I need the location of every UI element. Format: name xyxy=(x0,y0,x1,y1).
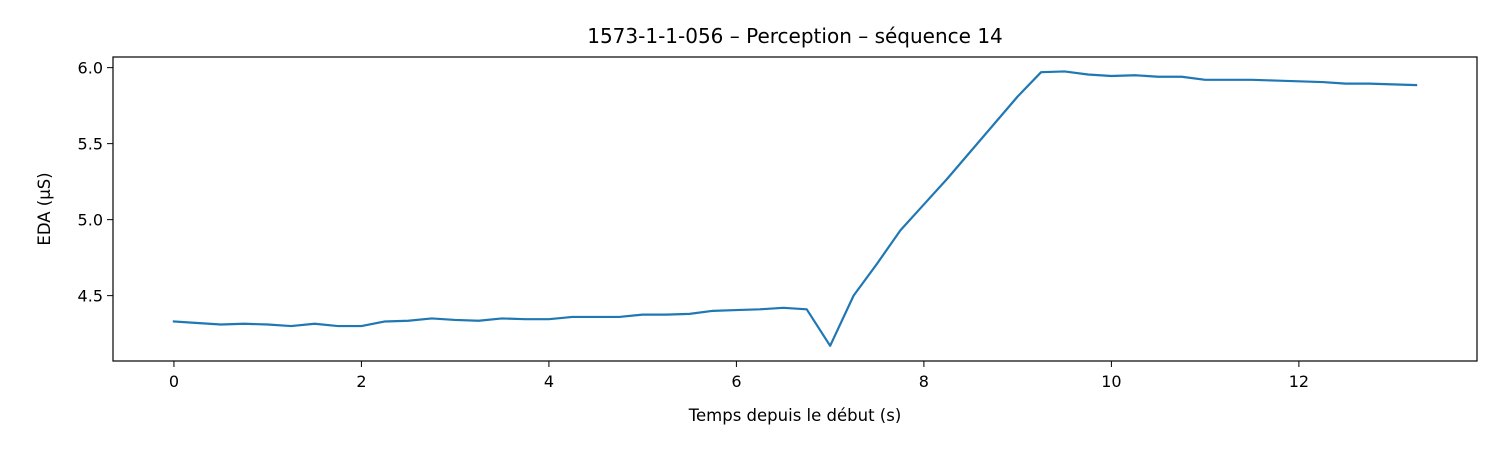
x-tick-label: 12 xyxy=(1289,372,1309,391)
y-tick-label: 6.0 xyxy=(78,59,103,78)
x-tick-label: 6 xyxy=(731,372,741,391)
y-tick-label: 4.5 xyxy=(78,287,103,306)
x-tick-label: 2 xyxy=(356,372,366,391)
plot-area: 0 2 4 6 8 10 12 4.5 5.0 5.5 6.0 xyxy=(78,56,1478,391)
plot-frame xyxy=(112,56,1478,362)
x-axis-title: Temps depuis le début (s) xyxy=(688,406,902,425)
series-line xyxy=(172,70,1418,347)
x-tick-label: 10 xyxy=(1101,372,1121,391)
x-tick-label: 4 xyxy=(544,372,554,391)
x-tick-label: 0 xyxy=(169,372,179,391)
y-axis-title: EDA (µS) xyxy=(35,172,54,245)
y-tick-label: 5.0 xyxy=(78,211,103,230)
chart-title: 1573-1-1-056 – Perception – séquence 14 xyxy=(587,24,1003,48)
x-tick-label: 8 xyxy=(919,372,929,391)
y-tick-label: 5.5 xyxy=(78,135,103,154)
